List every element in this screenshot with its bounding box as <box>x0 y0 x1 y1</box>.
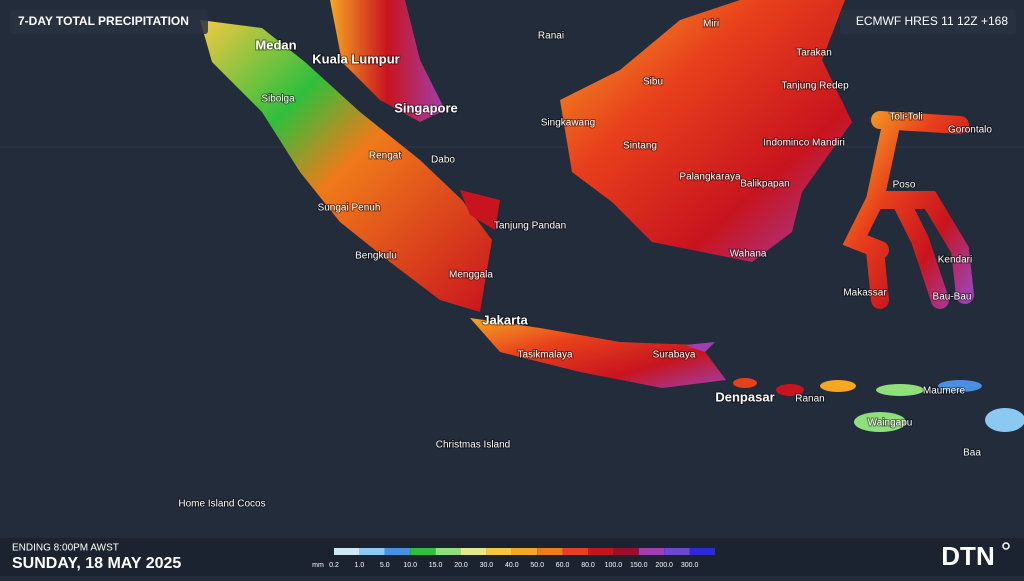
model-box <box>840 10 1016 34</box>
place-label: Gorontalo <box>948 125 992 136</box>
legend-swatch <box>689 548 715 555</box>
place-label: Miri <box>703 19 719 30</box>
place-label: Wahana <box>730 249 767 260</box>
place-label: Indominco Mandiri <box>763 138 845 149</box>
place-label: Toli-Toli <box>889 112 922 123</box>
place-label: Sungai Penuh <box>318 203 381 214</box>
legend-swatch <box>537 548 563 555</box>
legend-unit: mm <box>312 562 324 569</box>
place-label: Balikpapan <box>740 179 789 190</box>
legend-label: 30.0 <box>480 562 494 569</box>
place-label: Ranan <box>795 394 824 405</box>
place-label: Tanjung Redep <box>781 81 849 92</box>
footer-bar <box>0 538 1024 576</box>
legend-label: 300.0 <box>681 562 699 569</box>
legend-swatch <box>664 548 690 555</box>
place-label: Sibu <box>643 77 663 88</box>
legend-label: 50.0 <box>530 562 544 569</box>
place-label: Sintang <box>623 141 657 152</box>
legend-label: 40.0 <box>505 562 519 569</box>
place-label: Dabo <box>431 155 455 166</box>
legend-swatch <box>562 548 588 555</box>
logo: DTN <box>941 541 994 571</box>
place-label: Waingapu <box>868 418 913 429</box>
legend-label: 80.0 <box>581 562 595 569</box>
legend-swatch <box>511 548 538 555</box>
legend-swatch <box>613 548 639 555</box>
place-label: Kuala Lumpur <box>312 51 399 66</box>
legend-label: 150.0 <box>630 562 648 569</box>
place-label: Sibolga <box>261 94 295 105</box>
legend: 0.2 1.0 5.0 10.0 15.0 20.0 30.0 40.0 50.0 60.0 80.… <box>329 548 715 569</box>
place-label: Home Island Cocos <box>178 499 265 510</box>
legend-label: 5.0 <box>380 562 390 569</box>
place-label: Singkawang <box>541 118 595 129</box>
place-label: Poso <box>893 180 916 191</box>
place-label: Singapore <box>394 100 458 115</box>
legend-swatch <box>384 548 411 555</box>
date-label: SUNDAY, 18 MAY 2025 <box>12 555 181 572</box>
place-label: Makassar <box>843 288 887 299</box>
legend-label: 60.0 <box>556 562 570 569</box>
place-label: Christmas Island <box>436 440 510 451</box>
title: 7-DAY TOTAL PRECIPITATION <box>18 14 189 28</box>
ending-label: ENDING 8:00PM AWST <box>12 543 119 554</box>
logo-dot <box>1002 542 1010 550</box>
legend-label: 15.0 <box>429 562 443 569</box>
legend-swatch <box>435 548 461 555</box>
legend-swatch <box>359 548 385 555</box>
legend-swatch <box>638 548 665 555</box>
legend-swatch <box>588 548 614 555</box>
place-label: Surabaya <box>653 350 696 361</box>
model-label: ECMWF HRES 11 12Z +168 <box>856 14 1008 28</box>
place-label: Bau-Bau <box>933 292 972 303</box>
place-label: Kendari <box>938 255 972 266</box>
place-label: Tasikmalaya <box>517 350 572 361</box>
place-label: Medan <box>255 37 296 52</box>
legend-label: 100.0 <box>605 562 623 569</box>
place-label: Maumere <box>923 386 966 397</box>
legend-label: 1.0 <box>355 562 365 569</box>
place-label: Palangkaraya <box>679 172 741 183</box>
legend-label: 20.0 <box>454 562 468 569</box>
legend-label: 0.2 <box>329 562 339 569</box>
legend-swatch <box>461 548 487 555</box>
title-box <box>10 10 208 34</box>
place-label: Ranai <box>538 31 564 42</box>
place-label: Rengat <box>369 151 401 162</box>
place-label: Denpasar <box>715 389 774 404</box>
place-label: Baa <box>963 448 981 459</box>
legend-label: 10.0 <box>403 562 417 569</box>
land <box>200 0 1024 432</box>
legend-label: 200.0 <box>655 562 673 569</box>
legend-swatch <box>334 548 360 555</box>
place-label: Bengkulu <box>355 251 397 262</box>
place-label: Menggala <box>449 270 493 281</box>
place-label: Tanjung Pandan <box>494 221 566 232</box>
place-label: Jakarta <box>482 312 528 327</box>
legend-swatch <box>410 548 436 555</box>
legend-swatch <box>486 548 512 555</box>
place-label: Tarakan <box>796 48 832 59</box>
